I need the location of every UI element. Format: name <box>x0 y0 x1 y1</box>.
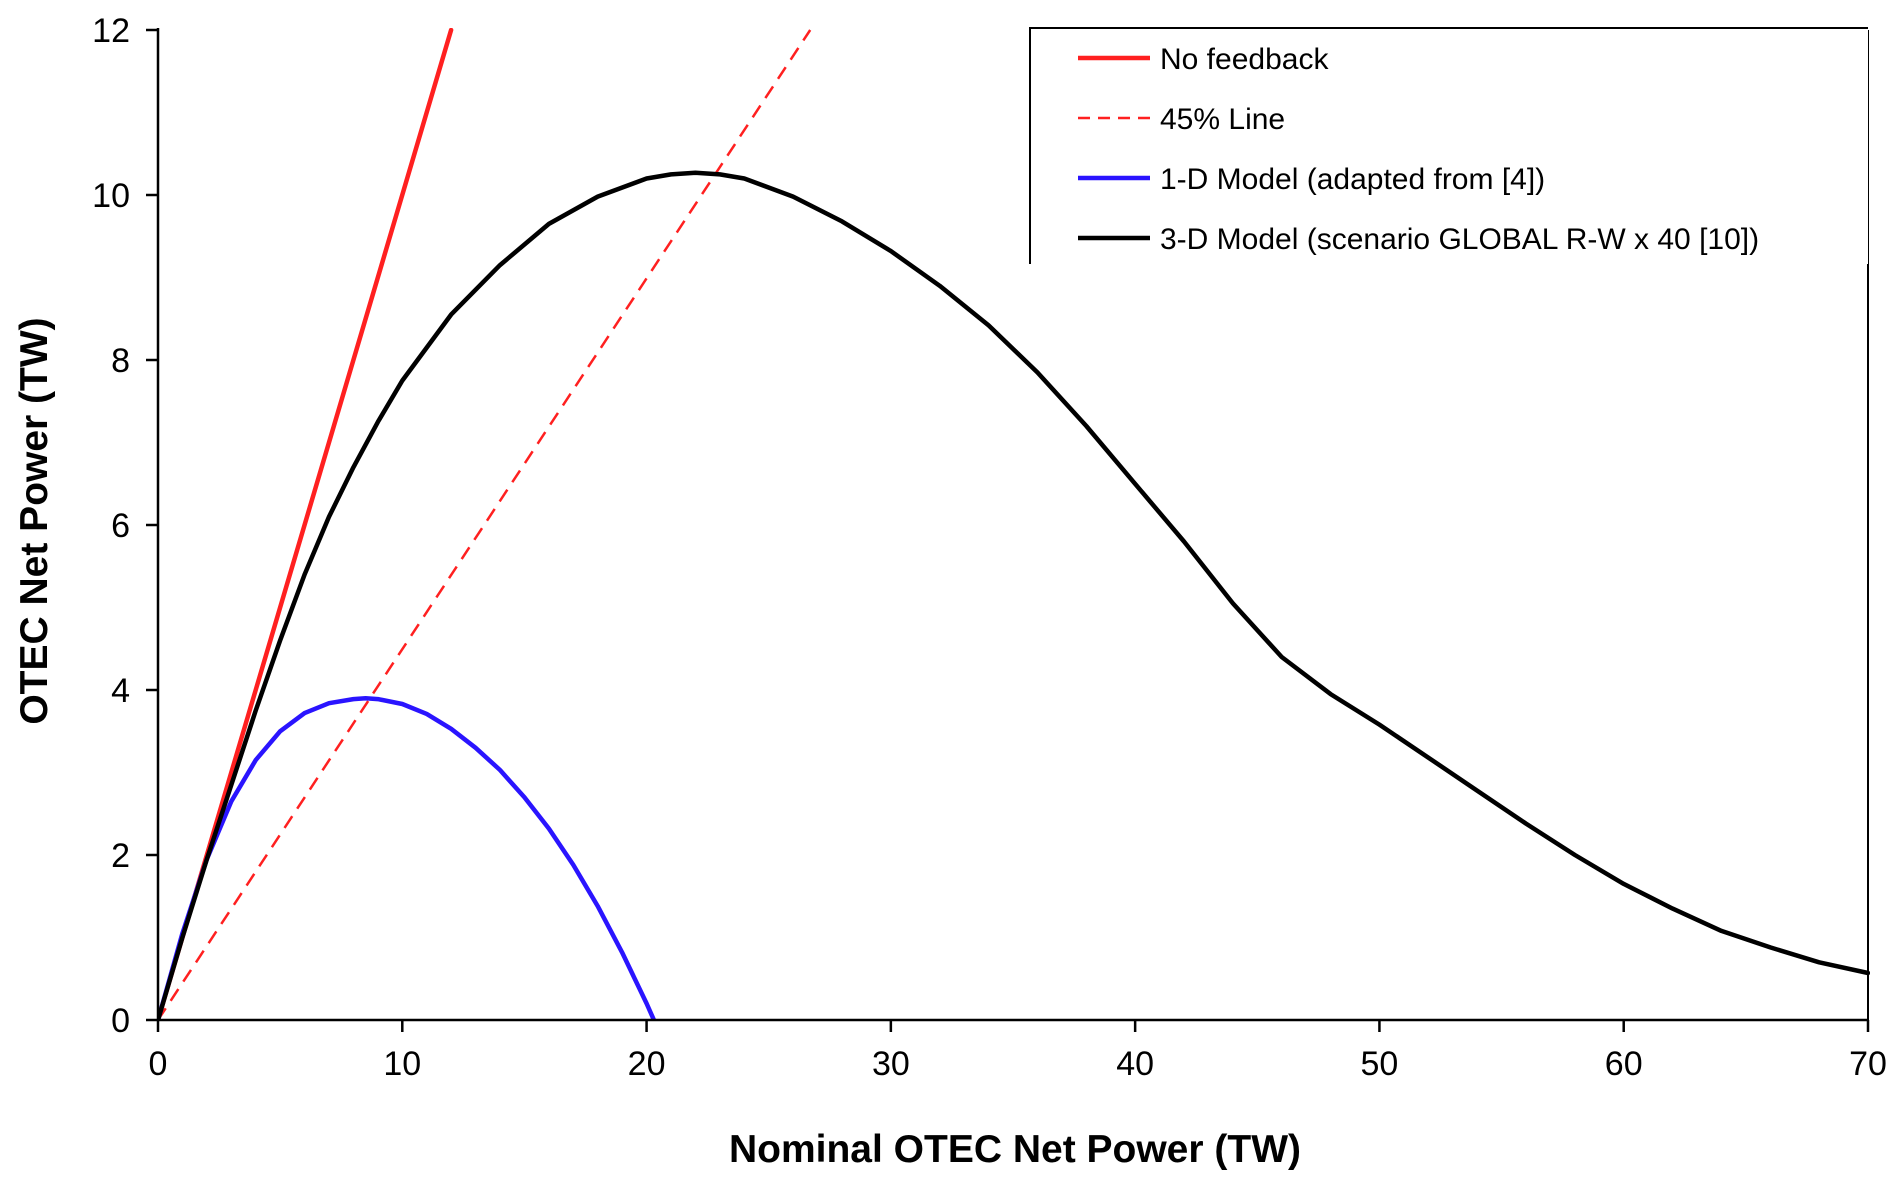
y-axis-title: OTEC Net Power (TW) <box>13 317 56 724</box>
x-tick-label: 0 <box>149 1045 168 1083</box>
legend-background <box>1030 28 1868 264</box>
series-layer <box>158 28 1870 1020</box>
legend: No feedback 45% Line 1-D Model (adapted fr… <box>1029 27 1868 264</box>
x-tick-label: 70 <box>1849 1045 1887 1083</box>
y-tick-label: 10 <box>92 177 130 215</box>
axes-layer: 0 10 20 30 40 50 60 70 0 2 4 6 8 10 12 <box>92 12 1887 1083</box>
legend-label-2: 45% Line <box>1160 103 1285 136</box>
legend-label-3: 1-D Model (adapted from [4]) <box>1160 163 1545 196</box>
x-tick-label: 40 <box>1116 1045 1154 1083</box>
y-tick-label: 4 <box>111 672 130 710</box>
y-tick-label: 12 <box>92 12 130 50</box>
series-line-4 <box>158 170 1870 1020</box>
x-axis-title: Nominal OTEC Net Power (TW) <box>729 1128 1301 1171</box>
legend-border <box>1029 27 1868 264</box>
y-tick-label: 8 <box>111 342 130 380</box>
y-tick-label: 0 <box>111 1002 130 1040</box>
y-tick-label: 6 <box>111 507 130 545</box>
legend-label-4: 3-D Model (scenario GLOBAL R-W x 40 [10]… <box>1160 223 1759 256</box>
x-tick-label: 50 <box>1361 1045 1399 1083</box>
x-tick-label: 60 <box>1605 1045 1643 1083</box>
x-tick-label: 30 <box>872 1045 910 1083</box>
x-tick-label: 10 <box>383 1045 421 1083</box>
legend-label-1: No feedback <box>1160 43 1329 76</box>
series-line-2 <box>158 29 812 1020</box>
x-tick-label: 20 <box>628 1045 666 1083</box>
series-line-3 <box>158 696 657 1020</box>
y-tick-label: 2 <box>111 837 130 875</box>
